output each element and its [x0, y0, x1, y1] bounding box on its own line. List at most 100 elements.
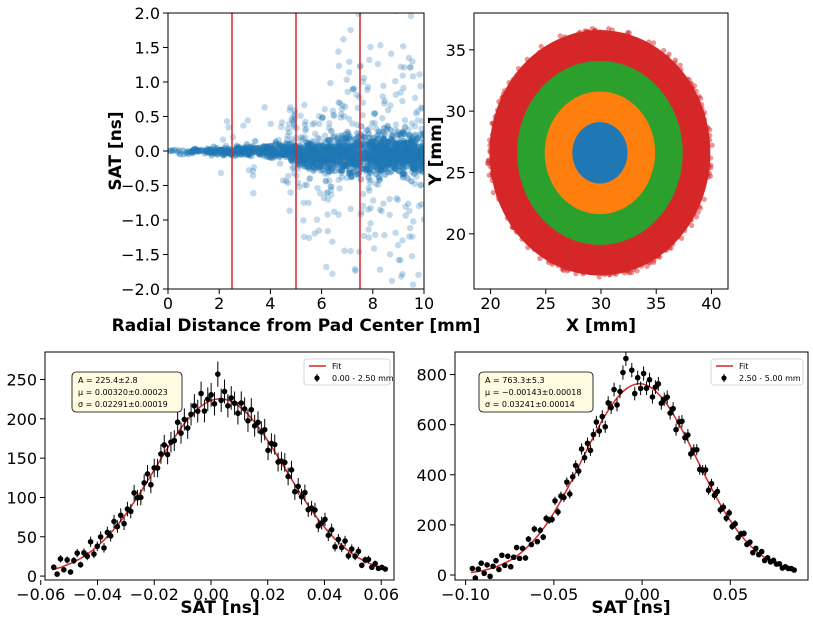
- scatter-point: [336, 154, 343, 162]
- x-tick-label: 0.05: [713, 585, 749, 604]
- scatter-point: [295, 155, 302, 162]
- scatter-points: [168, 13, 424, 288]
- scatter-point: [354, 121, 361, 129]
- params-frame: [71, 371, 183, 413]
- data-point: [549, 516, 555, 523]
- scatter-point: [380, 82, 387, 89]
- scatter-point: [420, 155, 424, 162]
- scatter-point: [329, 156, 336, 164]
- scatter-point: [207, 146, 214, 154]
- scatter-point: [379, 153, 386, 160]
- scatter-point: [416, 166, 424, 174]
- scatter-point: [406, 153, 413, 160]
- scatter-point: [378, 207, 385, 215]
- scatter-point: [384, 153, 391, 160]
- scatter-point: [239, 148, 246, 156]
- scatter-point: [420, 130, 424, 137]
- scatter-point: [312, 160, 319, 168]
- scatter-point: [277, 123, 285, 131]
- scatter-point: [353, 152, 360, 159]
- scatter-point: [277, 148, 284, 156]
- scatter-point: [198, 146, 206, 154]
- data-point: [791, 567, 797, 573]
- ring-point: [650, 40, 657, 46]
- scatter-point: [309, 162, 317, 170]
- scatter-point: [407, 155, 415, 162]
- ring-point: [613, 271, 619, 277]
- data-point: [516, 555, 523, 562]
- data-point: [87, 538, 94, 545]
- scatter-point: [395, 160, 402, 168]
- data-point: [57, 556, 64, 562]
- data-point: [670, 405, 676, 412]
- scatter-point: [338, 161, 345, 168]
- scatter-point: [367, 142, 374, 149]
- scatter-point: [338, 144, 345, 152]
- scatter-point: [349, 173, 356, 180]
- scatter-point: [380, 135, 387, 142]
- scatter-point: [373, 146, 380, 154]
- scatter-point: [295, 162, 303, 169]
- ring-point: [515, 66, 522, 72]
- scatter-point: [335, 132, 342, 139]
- scatter-point: [409, 143, 417, 150]
- scatter-point: [397, 149, 404, 156]
- scatter-point: [414, 148, 421, 155]
- scatter-point: [284, 149, 292, 156]
- scatter-point: [342, 148, 350, 156]
- scatter-point: [336, 138, 344, 145]
- scatter-point: [315, 112, 323, 120]
- scatter-point: [364, 153, 371, 161]
- ring-point: [489, 137, 495, 143]
- scatter-point: [372, 144, 380, 151]
- scatter-point: [256, 146, 263, 154]
- scatter-point: [414, 146, 421, 153]
- data-point: [658, 400, 665, 406]
- scatter-point: [333, 149, 340, 156]
- scatter-point: [351, 153, 358, 160]
- scatter-point: [374, 131, 382, 139]
- scatter-point: [330, 143, 337, 151]
- scatter-point: [256, 147, 263, 154]
- param-amplitude: A = 763.3±5.3: [485, 376, 545, 385]
- scatter-point: [188, 149, 195, 156]
- ring-point: [542, 251, 548, 258]
- scatter-point: [235, 151, 242, 158]
- scatter-point: [342, 151, 349, 158]
- scatter-point: [364, 161, 371, 168]
- scatter-point: [325, 144, 332, 152]
- scatter-point: [217, 149, 225, 156]
- scatter-point: [218, 146, 225, 154]
- scatter-point: [379, 128, 387, 136]
- scatter-point: [405, 157, 413, 165]
- scatter-point: [321, 145, 328, 153]
- scatter-point: [350, 153, 357, 160]
- ring-point: [669, 62, 675, 68]
- scatter-point: [390, 152, 397, 159]
- scatter-point: [347, 169, 355, 176]
- scatter-point: [414, 149, 421, 156]
- scatter-point: [366, 125, 373, 132]
- data-point: [552, 498, 558, 504]
- scatter-point: [398, 273, 405, 280]
- scatter-point: [352, 150, 359, 157]
- scatter-point: [348, 156, 355, 163]
- ring-point: [508, 219, 515, 225]
- scatter-point: [280, 151, 288, 158]
- scatter-point: [282, 143, 290, 151]
- scatter-point: [323, 144, 330, 151]
- scatter-point: [368, 149, 375, 157]
- scatter-point: [418, 144, 424, 152]
- scatter-point: [392, 229, 399, 237]
- scatter-point: [355, 169, 362, 177]
- ring-point: [688, 86, 694, 93]
- scatter-point: [412, 110, 420, 117]
- scatter-point: [404, 158, 411, 165]
- scatter-point: [395, 149, 402, 156]
- scatter-point: [386, 195, 393, 203]
- scatter-point: [388, 135, 395, 143]
- scatter-point: [374, 149, 381, 157]
- y-tick-label: 0.0: [135, 142, 160, 161]
- data-point: [472, 575, 479, 580]
- scatter-point: [402, 158, 410, 165]
